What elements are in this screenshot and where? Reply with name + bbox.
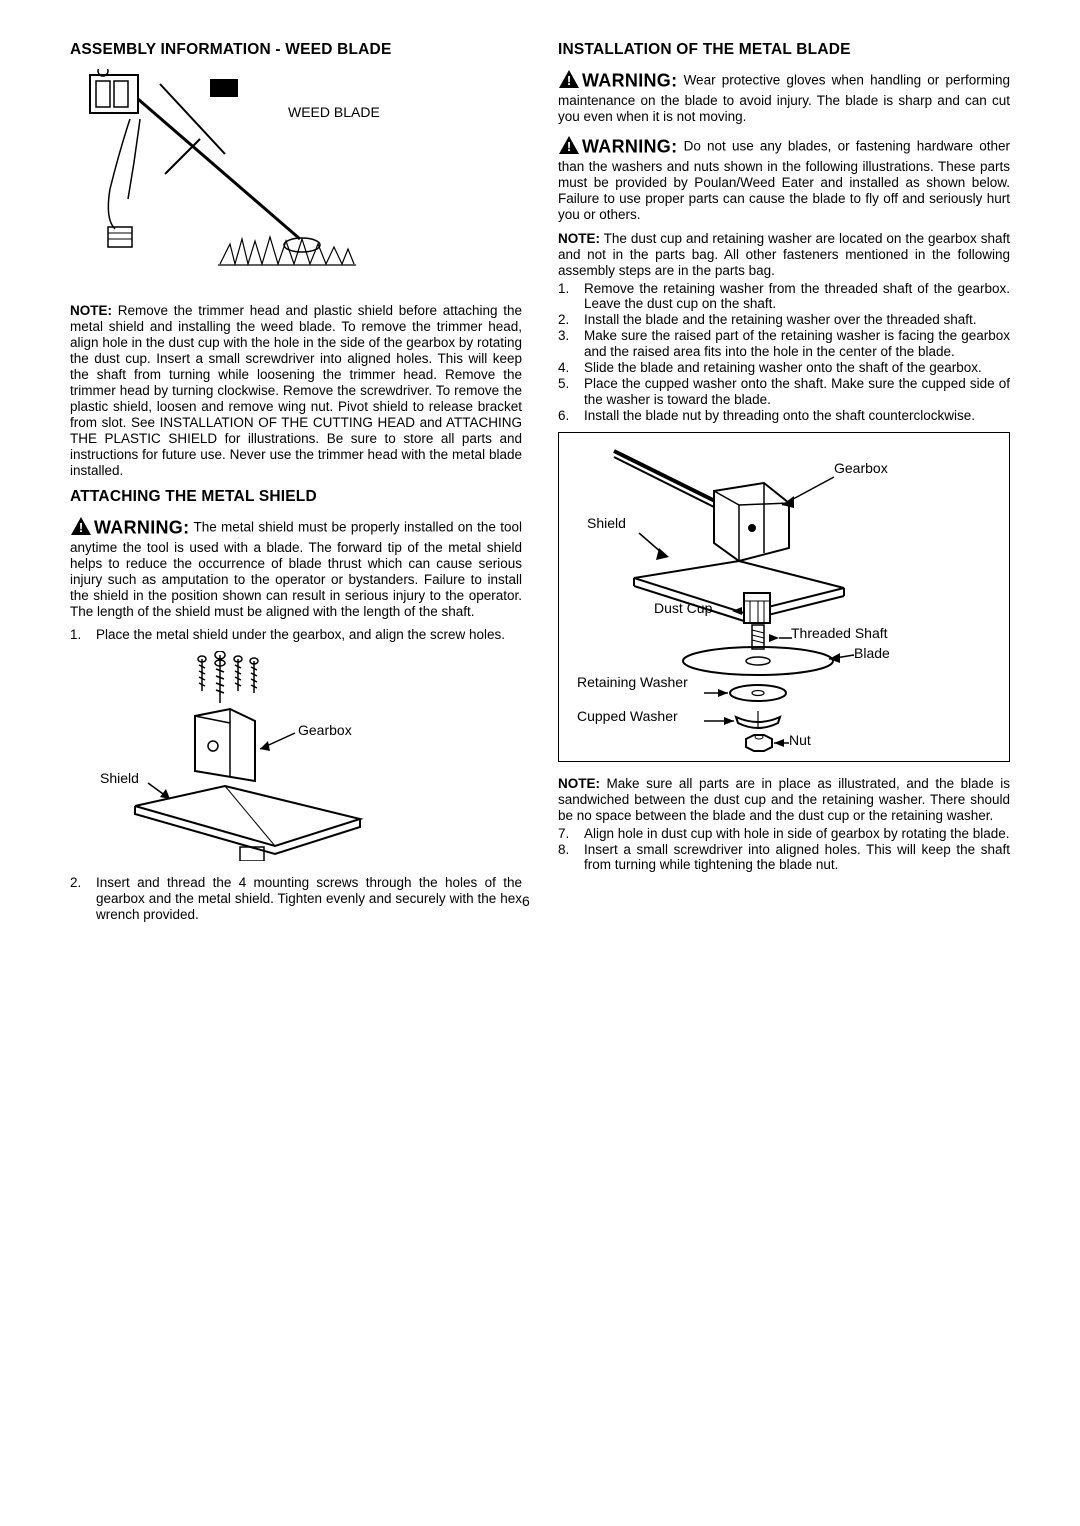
step-4: Slide the blade and retaining washer ont…: [558, 360, 1010, 376]
label-threaded: Threaded Shaft: [791, 626, 888, 641]
note-text: Remove the trimmer head and plastic shie…: [70, 303, 522, 477]
label-blade: Blade: [854, 646, 890, 661]
step-6: Install the blade nut by threading onto …: [558, 408, 1010, 424]
step-5: Place the cupped washer onto the shaft. …: [558, 376, 1010, 408]
section-title-attaching-shield: ATTACHING THE METAL SHIELD: [70, 487, 522, 506]
step-1: Remove the retaining washer from the thr…: [558, 281, 1010, 313]
section-title-install-blade: INSTALLATION OF THE METAL BLADE: [558, 40, 1010, 59]
label-dustcup: Dust Cup: [654, 601, 712, 616]
svg-text:!: !: [567, 73, 571, 88]
figure-gearbox-shield: Gearbox Shield: [100, 651, 522, 861]
svg-text:!: !: [79, 520, 83, 535]
label-gearbox: Gearbox: [834, 461, 888, 476]
label-shield: Shield: [587, 516, 626, 531]
warning-icon: !: [70, 516, 92, 540]
right-column: INSTALLATION OF THE METAL BLADE ! WARNIN…: [558, 40, 1010, 931]
install-steps-cont: Align hole in dust cup with hole in side…: [558, 826, 1010, 874]
note-label: NOTE:: [558, 231, 600, 246]
step-8: Insert a small screwdriver into aligned …: [558, 842, 1010, 874]
weed-blade-illustration: [70, 69, 370, 289]
warning-icon: !: [558, 69, 580, 93]
figure-exploded: Gearbox Shield Dust Cup Threaded Shaft B…: [558, 432, 1010, 762]
warning-icon: !: [558, 135, 580, 159]
figure-label-gearbox: Gearbox: [298, 723, 352, 738]
note-assembly: NOTE: Remove the trimmer head and plasti…: [70, 303, 522, 478]
step-2: Install the blade and the retaining wash…: [558, 312, 1010, 328]
figure-label-weed-blade: WEED BLADE: [288, 104, 380, 120]
step-2: Insert and thread the 4 mounting screws …: [70, 875, 522, 923]
warning-blades: ! WARNING: Do not use any blades, or fas…: [558, 135, 1010, 223]
step-7: Align hole in dust cup with hole in side…: [558, 826, 1010, 842]
note-text: Make sure all parts are in place as illu…: [558, 776, 1010, 823]
label-retaining: Retaining Washer: [577, 675, 688, 690]
page-content: ASSEMBLY INFORMATION - WEED BLADE: [70, 40, 1010, 931]
warning-label: WARNING:: [582, 136, 677, 156]
step-1: Place the metal shield under the gearbox…: [70, 627, 522, 643]
svg-text:!: !: [567, 139, 571, 154]
warning-label: WARNING:: [94, 517, 189, 537]
label-nut: Nut: [789, 733, 811, 748]
install-steps: Remove the retaining washer from the thr…: [558, 281, 1010, 424]
warning-shield: ! WARNING: The metal shield must be prop…: [70, 516, 522, 620]
note-label: NOTE:: [70, 303, 112, 318]
shield-steps-2: Insert and thread the 4 mounting screws …: [70, 875, 522, 923]
figure-label-shield: Shield: [100, 771, 139, 786]
section-title-assembly: ASSEMBLY INFORMATION - WEED BLADE: [70, 40, 522, 59]
note-text: The dust cup and retaining washer are lo…: [558, 231, 1010, 278]
shield-steps-1: Place the metal shield under the gearbox…: [70, 627, 522, 643]
warning-label: WARNING:: [582, 71, 677, 91]
label-cupped: Cupped Washer: [577, 709, 678, 724]
page-number: 6: [522, 893, 1010, 909]
note-parts: NOTE: Make sure all parts are in place a…: [558, 776, 1010, 824]
note-label: NOTE:: [558, 776, 600, 791]
gearbox-shield-illustration: [100, 651, 390, 861]
note-dustcup: NOTE: The dust cup and retaining washer …: [558, 231, 1010, 279]
step-3: Make sure the raised part of the retaini…: [558, 328, 1010, 360]
left-column: ASSEMBLY INFORMATION - WEED BLADE: [70, 40, 522, 931]
figure-weed-blade: WEED BLADE: [70, 69, 522, 289]
warning-gloves: ! WARNING: Wear protective gloves when h…: [558, 69, 1010, 125]
